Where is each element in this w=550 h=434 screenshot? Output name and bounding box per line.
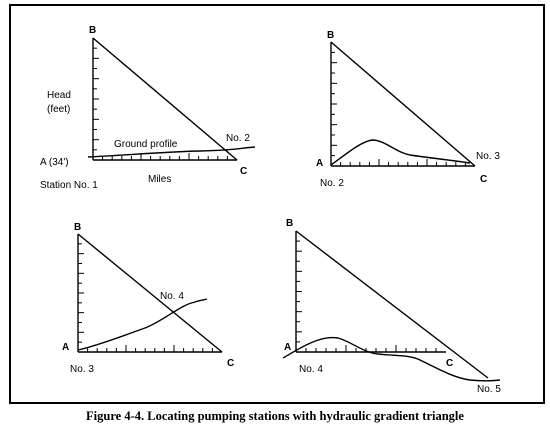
p1-vertex-a: A (34') <box>40 157 69 168</box>
p1-vertex-c: C <box>240 166 247 177</box>
p1-hydraulic-gradient-line <box>92 37 238 161</box>
p1-xlabel: Miles <box>148 174 171 185</box>
p1-ylabel-head: Head <box>47 90 71 101</box>
p3-next-station: No. 4 <box>160 291 184 302</box>
p3-vertex-b: B <box>74 222 81 233</box>
p3-head-ticks <box>78 243 84 343</box>
p1-ylabel-feet: (feet) <box>47 104 70 115</box>
panel-3: B A C No. 3 No. 4 <box>62 222 234 375</box>
p4-hydraulic-gradient-line <box>295 230 489 379</box>
p1-vertex-b: B <box>89 25 96 36</box>
p2-vertex-b: B <box>327 30 334 41</box>
p2-vertex-c: C <box>480 174 487 185</box>
p1-ground-profile-label: Ground profile <box>114 139 178 150</box>
panel-4: B A C No. 4 No. 5 <box>282 218 501 395</box>
p2-start-station: No. 2 <box>320 178 344 189</box>
p1-ground-profile <box>87 146 256 158</box>
p4-mile-ticks <box>305 345 437 352</box>
p2-next-station: No. 3 <box>476 151 500 162</box>
p4-start-station: No. 4 <box>299 364 323 375</box>
p3-hydraulic-gradient-line <box>77 233 223 353</box>
p4-vertex-b: B <box>286 218 293 229</box>
p2-ground-profile <box>330 139 471 166</box>
figure-frame <box>9 4 545 404</box>
p2-head-ticks <box>331 51 337 157</box>
p4-head-ticks <box>296 240 302 343</box>
panel-2: B A C No. 2 No. 3 <box>316 30 500 189</box>
p4-vertex-c: C <box>446 358 453 369</box>
p1-next-station: No. 2 <box>226 133 250 144</box>
p3-mile-ticks <box>87 345 213 352</box>
p2-mile-ticks <box>340 159 466 166</box>
panel-1: B A (34') C Head (feet) Miles Ground pro… <box>40 25 256 191</box>
p1-mile-ticks <box>102 153 228 160</box>
p4-next-station: No. 5 <box>477 384 501 395</box>
p4-ground-profile <box>282 336 501 382</box>
p4-vertex-a: A <box>284 342 291 353</box>
p2-vertex-a: A <box>316 158 323 169</box>
p1-start-station: Station No. 1 <box>40 180 98 191</box>
p2-hydraulic-gradient-line <box>330 41 476 167</box>
p3-start-station: No. 3 <box>70 364 94 375</box>
p3-ground-profile <box>77 298 208 351</box>
figure-caption: Figure 4-4. Locating pumping stations wi… <box>86 409 464 423</box>
p1-head-ticks <box>93 47 99 151</box>
p3-vertex-a: A <box>62 342 69 353</box>
p3-vertex-c: C <box>227 358 234 369</box>
